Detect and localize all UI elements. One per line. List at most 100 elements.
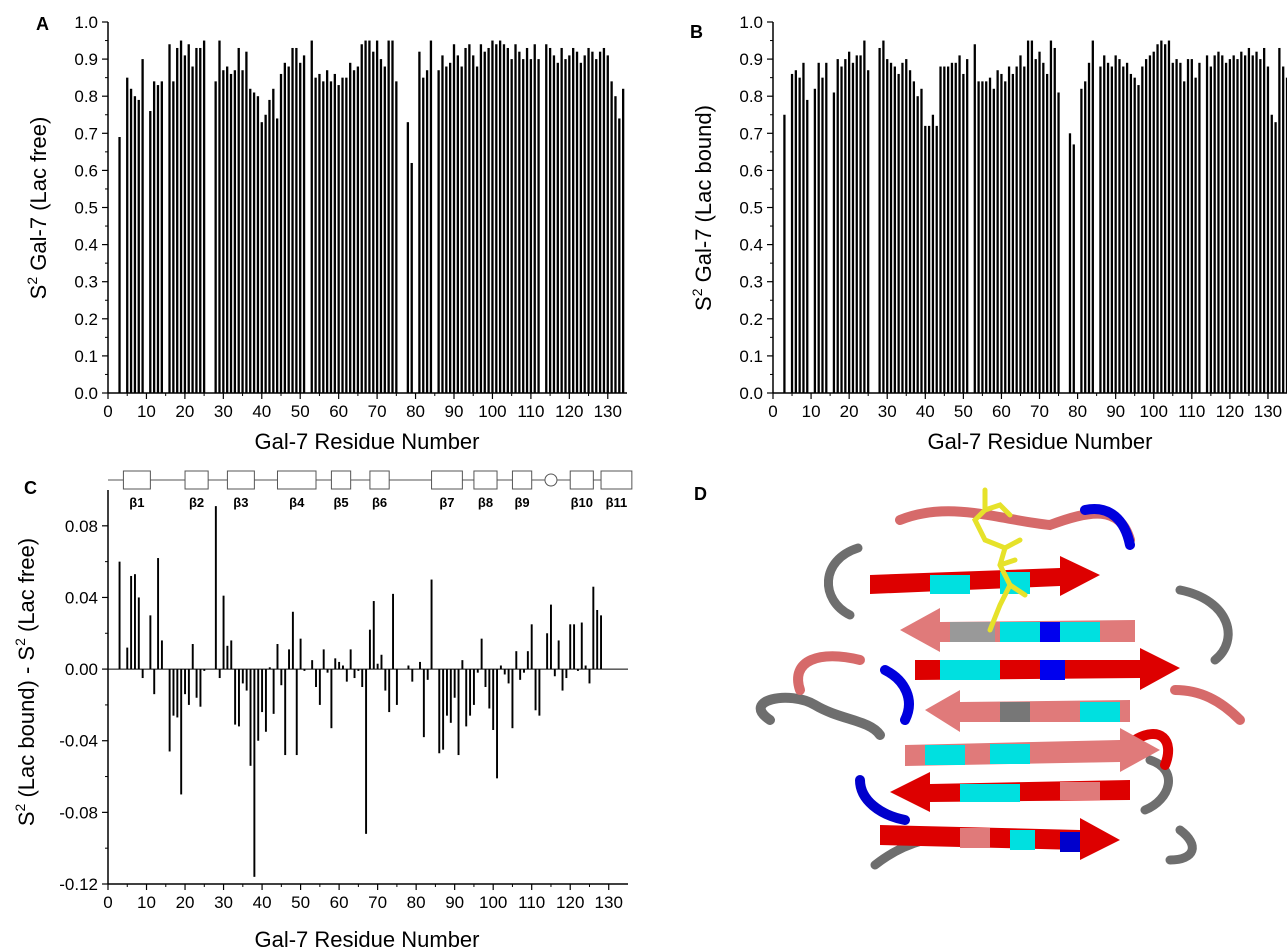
bar xyxy=(376,663,379,670)
ss-strand-label: β9 xyxy=(514,495,529,510)
beta-strand xyxy=(925,690,1130,732)
bar xyxy=(817,62,820,394)
bar xyxy=(529,59,533,393)
bar xyxy=(526,651,529,670)
bar xyxy=(511,669,514,729)
y-tick-label: 0.0 xyxy=(74,384,98,403)
bar xyxy=(510,59,513,393)
y-tick-label: 0.8 xyxy=(74,87,98,106)
x-tick-label: 10 xyxy=(802,402,821,421)
bar xyxy=(199,47,202,393)
bar xyxy=(844,59,847,393)
bar xyxy=(299,638,302,670)
bar xyxy=(588,669,591,684)
bar xyxy=(141,59,144,393)
bar xyxy=(333,73,336,393)
x-tick-label: 20 xyxy=(175,402,194,421)
bar xyxy=(1114,55,1117,393)
bar xyxy=(349,649,352,670)
x-tick-label: 80 xyxy=(406,402,425,421)
bar xyxy=(1228,59,1232,393)
bar xyxy=(195,47,198,393)
beta-strand xyxy=(905,728,1160,772)
bar xyxy=(356,66,360,394)
y-tick-label: 0.3 xyxy=(74,273,98,292)
bar xyxy=(1080,88,1083,393)
y-tick-label: 0.04 xyxy=(65,588,98,607)
bar xyxy=(302,55,306,393)
bar xyxy=(480,638,483,670)
y-tick-label: 0.5 xyxy=(74,199,98,218)
y-tick-label: 0.08 xyxy=(65,517,98,536)
y-tick-label: 1.0 xyxy=(74,13,98,32)
y-tick-label: 0.9 xyxy=(74,50,98,69)
bar xyxy=(1190,59,1193,393)
bar xyxy=(452,44,456,393)
beta-strand xyxy=(870,556,1100,596)
bar xyxy=(1263,47,1266,393)
loop-blue xyxy=(880,665,914,725)
bar xyxy=(261,669,264,713)
chart-c: β1 β2 β3 β4 β5 β6 β7 β8 β9 β10 β11 0 10 20 30 40 50 60 70… xyxy=(12,470,633,951)
x-tick-label: 60 xyxy=(992,402,1011,421)
bar xyxy=(176,669,179,718)
y-tick-label: 0.00 xyxy=(65,660,98,679)
bar xyxy=(437,70,440,393)
bar xyxy=(226,645,229,670)
bar xyxy=(222,70,225,393)
x-tick-label: 30 xyxy=(214,893,233,912)
bar xyxy=(1099,66,1102,394)
y-tick-label: 0.8 xyxy=(739,87,763,106)
bar xyxy=(1217,51,1220,394)
x-tick-label: 0 xyxy=(103,402,112,421)
bar xyxy=(523,669,525,673)
bar xyxy=(272,88,275,393)
bar xyxy=(622,88,625,393)
bar xyxy=(245,669,248,691)
bar xyxy=(618,118,621,394)
bar xyxy=(947,66,950,394)
bar xyxy=(602,47,606,393)
bar xyxy=(291,611,294,670)
bar xyxy=(1004,81,1007,394)
bar xyxy=(534,669,537,711)
bar xyxy=(303,669,306,671)
bar xyxy=(927,125,931,393)
bar xyxy=(411,669,414,682)
bar xyxy=(276,644,279,670)
bar xyxy=(349,62,352,394)
bar xyxy=(537,59,540,393)
bar xyxy=(552,55,556,393)
bar xyxy=(238,669,240,727)
bar xyxy=(449,669,452,723)
bar xyxy=(1049,40,1053,394)
ss-strand-label: β11 xyxy=(606,495,628,510)
bar xyxy=(472,669,475,705)
bar xyxy=(1141,66,1144,394)
bar xyxy=(538,669,541,716)
bar xyxy=(1251,55,1254,393)
beta-strand xyxy=(890,772,1130,812)
bar xyxy=(461,660,464,670)
bar xyxy=(1266,66,1270,394)
bar xyxy=(908,70,912,393)
bar xyxy=(916,96,919,393)
bar xyxy=(241,669,244,684)
bar xyxy=(889,62,893,394)
bar xyxy=(252,92,256,394)
x-tick-label: 120 xyxy=(556,893,584,912)
bar xyxy=(598,51,602,394)
bar xyxy=(943,66,946,394)
ss-strand-box xyxy=(369,470,390,490)
bar xyxy=(322,649,325,670)
bar xyxy=(187,669,190,705)
bar xyxy=(886,59,889,393)
bar xyxy=(962,73,965,393)
panel-letter-b: B xyxy=(690,22,703,42)
bar xyxy=(311,660,314,670)
bar xyxy=(364,40,367,394)
bar xyxy=(368,40,371,394)
bar xyxy=(901,62,904,394)
bar xyxy=(276,118,279,394)
chart-b-axes: 0 10 20 30 40 50 60 70 80 90 100 110 120 130 0.0 0.1 0.2… xyxy=(739,13,1287,421)
